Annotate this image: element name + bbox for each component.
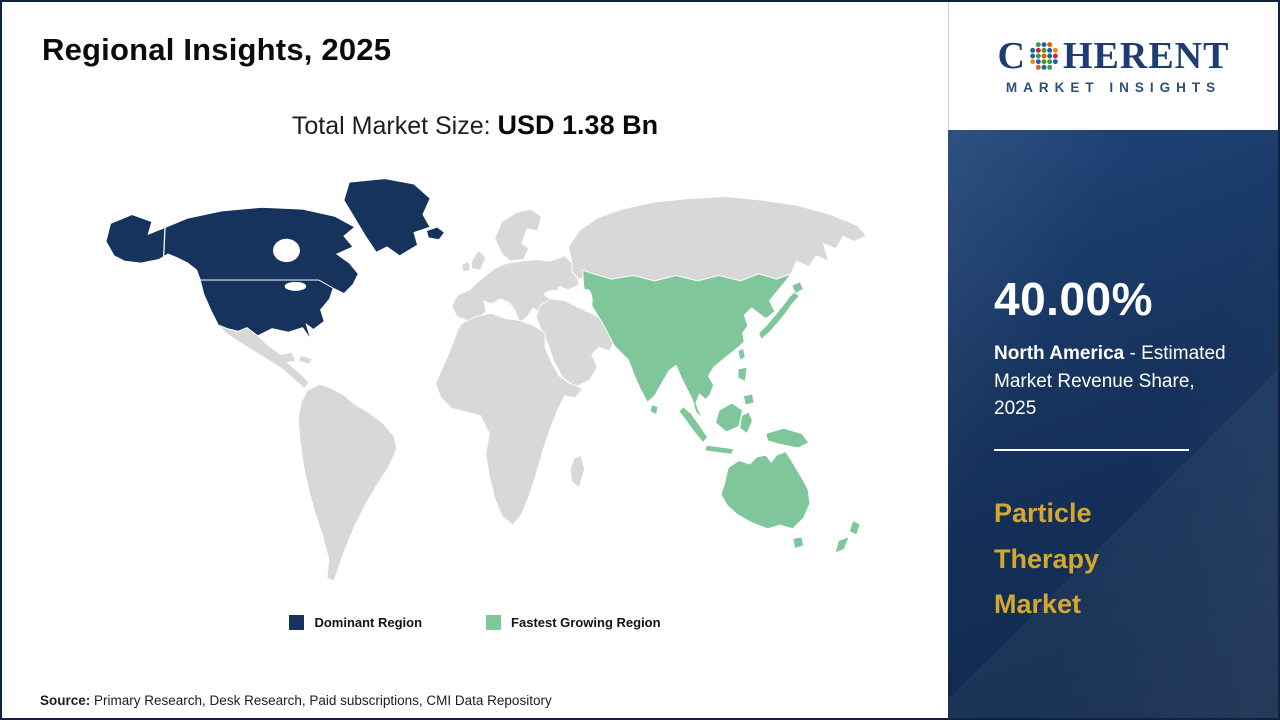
region-middle-east (535, 298, 616, 388)
map-legend: Dominant Region Fastest Growing Region (2, 615, 948, 630)
great-lakes (284, 281, 307, 291)
source-note: Source: Primary Research, Desk Research,… (40, 693, 552, 708)
legend-item-fastest: Fastest Growing Region (486, 615, 661, 630)
dominant-region-label: Dominant Region (314, 615, 423, 630)
region-new-zealand-south (834, 536, 851, 554)
share-region: North America (994, 343, 1125, 364)
region-borneo (715, 402, 744, 433)
region-russia (567, 196, 868, 282)
region-sulawesi (739, 411, 753, 435)
fastest-growing-swatch (486, 615, 502, 630)
legend-item-dominant: Dominant Region (289, 615, 422, 630)
caspian-sea (581, 289, 593, 313)
share-description: North America - Estimated Market Revenue… (994, 340, 1236, 423)
region-hokkaido (791, 281, 805, 295)
brand-wordmark: C HERENT (998, 37, 1230, 75)
region-canada (105, 206, 359, 295)
brand-tagline: MARKET INSIGHTS (1005, 80, 1222, 95)
source-label: Source: (40, 693, 91, 708)
region-africa (435, 312, 584, 526)
market-size-line: Total Market Size: USD 1.38 Bn (2, 110, 948, 141)
wordmark-herent: HERENT (1062, 35, 1230, 77)
sidebar-divider (994, 448, 1189, 451)
hudson-bay (273, 238, 300, 263)
sidebar-body: 40.00% North America - Estimated Market … (948, 130, 1278, 718)
brand-logo: C HERENT MARKET INSIGHTS (948, 2, 1278, 130)
region-japan (758, 291, 800, 341)
sidebar: C HERENT MARKET INSIGHTS 40.00% North Am… (948, 2, 1278, 718)
region-scandinavia (494, 208, 542, 262)
region-greenland (343, 178, 431, 257)
region-south-america (297, 383, 398, 582)
dominant-region-swatch (289, 615, 305, 630)
region-sumatra (678, 406, 709, 444)
region-usa (199, 279, 334, 340)
alaska-canada-border (162, 221, 166, 262)
region-cuba (297, 354, 314, 365)
region-tasmania (792, 536, 805, 550)
region-iceland (425, 226, 446, 241)
region-europe (451, 255, 580, 323)
region-philippines-luzon (737, 366, 748, 383)
region-taiwan (737, 347, 746, 361)
region-uk (470, 249, 487, 271)
region-australia (720, 450, 811, 530)
source-text: Primary Research, Desk Research, Paid su… (94, 693, 552, 708)
wordmark-c: C (997, 35, 1026, 77)
globe-dots-icon (1030, 42, 1058, 70)
black-sea (544, 289, 564, 299)
share-rest: - Estimated Market Revenue Share, 2025 (994, 343, 1226, 420)
page-title: Regional Insights, 2025 (42, 32, 392, 67)
market-size-value: USD 1.38 Bn (497, 110, 659, 140)
region-asia-mainland (582, 269, 793, 420)
market-size-label: Total Market Size: (291, 112, 491, 140)
main-panel: Regional Insights, 2025 Total Market Siz… (2, 2, 948, 718)
region-new-zealand-north (848, 520, 861, 536)
region-java (704, 444, 735, 455)
world-map-container (2, 167, 948, 605)
region-madagascar (569, 454, 585, 489)
region-ireland (461, 260, 472, 273)
region-philippines-mindanao (742, 393, 755, 406)
region-new-guinea (765, 427, 810, 449)
share-percentage: 40.00% (994, 273, 1154, 325)
region-sri-lanka (649, 404, 659, 416)
region-mexico-central-america (217, 324, 310, 390)
fastest-growing-label: Fastest Growing Region (511, 615, 661, 630)
world-map (105, 178, 868, 582)
market-name: Particle Therapy Market (994, 497, 1100, 620)
